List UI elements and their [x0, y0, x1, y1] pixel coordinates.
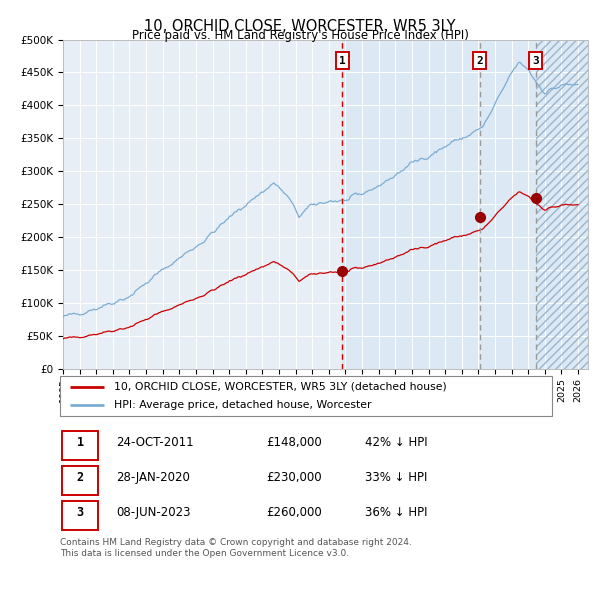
FancyBboxPatch shape	[62, 466, 98, 494]
Text: 3: 3	[77, 506, 84, 519]
Text: 33% ↓ HPI: 33% ↓ HPI	[365, 471, 427, 484]
FancyBboxPatch shape	[60, 376, 552, 416]
Text: £260,000: £260,000	[266, 506, 322, 519]
Text: 1: 1	[339, 55, 346, 65]
Bar	[342, 40, 588, 369]
Text: 2: 2	[476, 55, 483, 65]
Text: 36% ↓ HPI: 36% ↓ HPI	[365, 506, 428, 519]
FancyBboxPatch shape	[62, 431, 98, 460]
Text: 42% ↓ HPI: 42% ↓ HPI	[365, 436, 428, 449]
Text: 28-JAN-2020: 28-JAN-2020	[116, 471, 190, 484]
Text: £230,000: £230,000	[266, 471, 322, 484]
Text: 3: 3	[532, 55, 539, 65]
FancyBboxPatch shape	[62, 502, 98, 530]
Text: 10, ORCHID CLOSE, WORCESTER, WR5 3LY: 10, ORCHID CLOSE, WORCESTER, WR5 3LY	[144, 19, 456, 34]
Bar	[536, 40, 588, 369]
Text: 1: 1	[77, 436, 84, 449]
Text: 10, ORCHID CLOSE, WORCESTER, WR5 3LY (detached house): 10, ORCHID CLOSE, WORCESTER, WR5 3LY (de…	[114, 382, 447, 392]
Text: Contains HM Land Registry data © Crown copyright and database right 2024.: Contains HM Land Registry data © Crown c…	[60, 538, 412, 547]
Text: 2: 2	[77, 471, 84, 484]
Text: 24-OCT-2011: 24-OCT-2011	[116, 436, 194, 449]
Text: Price paid vs. HM Land Registry's House Price Index (HPI): Price paid vs. HM Land Registry's House …	[131, 30, 469, 42]
Text: 08-JUN-2023: 08-JUN-2023	[116, 506, 191, 519]
Text: HPI: Average price, detached house, Worcester: HPI: Average price, detached house, Worc…	[114, 400, 371, 410]
Text: This data is licensed under the Open Government Licence v3.0.: This data is licensed under the Open Gov…	[60, 549, 349, 558]
Text: £148,000: £148,000	[266, 436, 322, 449]
